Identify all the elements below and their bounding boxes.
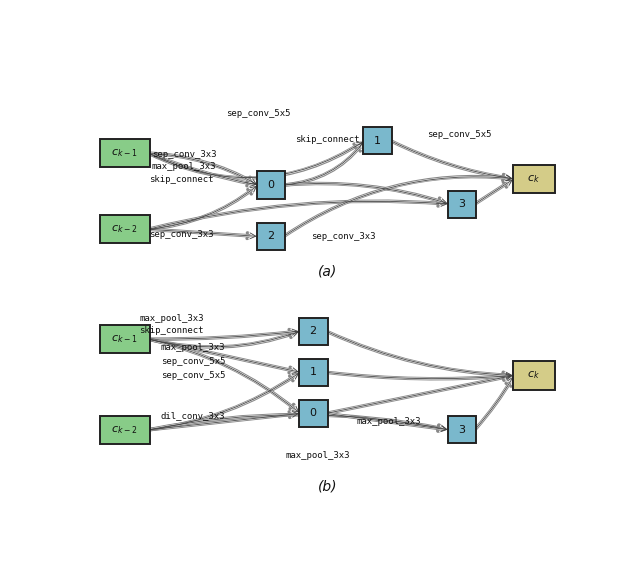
Text: sep_conv_3x3: sep_conv_3x3: [149, 229, 214, 239]
Text: 3: 3: [458, 199, 465, 209]
Text: $c_{k-1}$: $c_{k-1}$: [111, 147, 138, 159]
Text: (a): (a): [318, 264, 338, 279]
Text: max_pool_3x3: max_pool_3x3: [140, 314, 204, 323]
FancyBboxPatch shape: [100, 215, 150, 243]
Text: 0: 0: [268, 180, 275, 190]
Text: dil_conv_3x3: dil_conv_3x3: [161, 411, 225, 420]
Text: 3: 3: [458, 425, 465, 435]
Text: 2: 2: [310, 326, 317, 336]
FancyBboxPatch shape: [364, 127, 392, 154]
FancyBboxPatch shape: [100, 416, 150, 444]
Text: sep_conv_3x3: sep_conv_3x3: [152, 150, 216, 159]
FancyBboxPatch shape: [100, 325, 150, 353]
FancyBboxPatch shape: [100, 139, 150, 167]
FancyBboxPatch shape: [257, 223, 285, 250]
Text: sep_conv_5x5: sep_conv_5x5: [427, 130, 492, 139]
Text: (b): (b): [318, 479, 338, 493]
Text: max_pool_3x3: max_pool_3x3: [356, 417, 420, 427]
FancyBboxPatch shape: [447, 190, 476, 217]
FancyBboxPatch shape: [513, 164, 555, 193]
FancyBboxPatch shape: [299, 400, 328, 427]
FancyBboxPatch shape: [257, 171, 285, 198]
Text: sep_conv_5x5: sep_conv_5x5: [161, 356, 225, 366]
Text: max_pool_3x3: max_pool_3x3: [286, 451, 350, 459]
Text: $c_{k-2}$: $c_{k-2}$: [111, 223, 138, 235]
Text: sep_conv_5x5: sep_conv_5x5: [227, 109, 291, 118]
Text: sep_conv_5x5: sep_conv_5x5: [161, 371, 225, 380]
Text: 2: 2: [268, 231, 275, 241]
Text: skip_connect: skip_connect: [149, 175, 214, 184]
Text: max_pool_3x3: max_pool_3x3: [161, 343, 225, 352]
Text: sep_conv_3x3: sep_conv_3x3: [310, 232, 375, 241]
FancyBboxPatch shape: [513, 361, 555, 389]
Text: skip_connect: skip_connect: [140, 325, 204, 335]
Text: $c_{k}$: $c_{k}$: [527, 173, 540, 185]
FancyBboxPatch shape: [447, 416, 476, 443]
Text: $c_{k-1}$: $c_{k-1}$: [111, 333, 138, 345]
FancyBboxPatch shape: [299, 317, 328, 344]
Text: 1: 1: [310, 367, 317, 377]
Text: max_pool_3x3: max_pool_3x3: [152, 162, 216, 171]
FancyBboxPatch shape: [299, 359, 328, 386]
Text: 0: 0: [310, 408, 317, 419]
Text: 1: 1: [374, 136, 381, 145]
Text: skip_connect: skip_connect: [295, 135, 359, 144]
Text: $c_{k}$: $c_{k}$: [527, 370, 540, 381]
Text: $c_{k-2}$: $c_{k-2}$: [111, 424, 138, 436]
